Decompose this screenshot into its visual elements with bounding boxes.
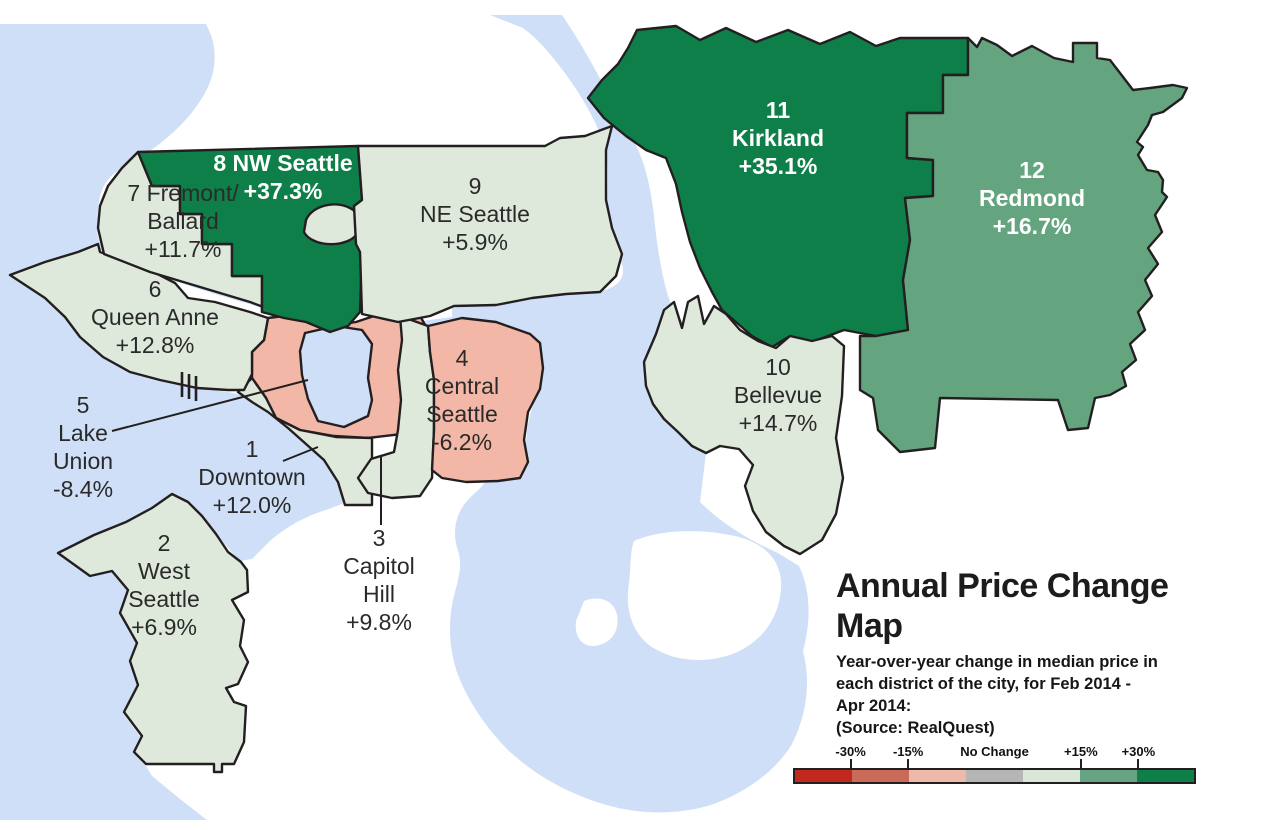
district-9-ne-seattle: [352, 124, 624, 324]
district-layer: [8, 24, 1189, 774]
legend-color-bar: [793, 768, 1196, 784]
map-source: (Source: RealQuest): [836, 718, 995, 737]
district-label-12: 12 Redmond +16.7%: [979, 157, 1085, 239]
legend-tick: [849, 759, 852, 769]
district-2-west-seattle: [56, 492, 250, 774]
map-title: Annual Price Change Map: [836, 566, 1206, 646]
district-label-3: 3 Capitol Hill +9.8%: [343, 525, 415, 635]
district-label-10: 10 Bellevue +14.7%: [734, 354, 822, 436]
title-block: Annual Price Change Map Year-over-year c…: [836, 566, 1206, 739]
district-label-6: 6 Queen Anne +12.8%: [91, 276, 219, 358]
district-label-4: 4 Central Seattle -6.2%: [425, 345, 499, 455]
district-labels: 1 Downtown +12.0% 2 West Seattle +6.9% 3 Capitol…: [53, 97, 1085, 640]
legend-label: No Change: [960, 744, 1029, 759]
district-label-2: 2 West Seattle +6.9%: [128, 530, 200, 640]
legend-label: +15%: [1064, 744, 1098, 759]
mercer-island: [627, 531, 782, 660]
legend-tick: [1137, 759, 1140, 769]
district-4-central-seattle: [426, 316, 545, 484]
annotation-layer: 1 Downtown +12.0% 2 West Seattle +6.9% 3 Capitol…: [53, 97, 1085, 640]
green-lake-enclave: [302, 203, 362, 246]
piers-marks: [180, 372, 198, 401]
puget-sound-water: [0, 24, 344, 820]
legend-segment-1: [852, 770, 909, 782]
legend-label: +30%: [1121, 744, 1156, 759]
legend-tick: [1079, 759, 1082, 769]
legend: -30% -15% No Change +15% +30%: [793, 744, 1196, 784]
legend-segment-6: [1137, 770, 1194, 782]
legend-label: -30%: [835, 744, 866, 759]
district-label-1: 1 Downtown +12.0%: [198, 436, 305, 518]
district-label-7: 7 Fremont/Ballard +11.7%: [127, 180, 239, 262]
district-label-5: 5 Lake Union -8.4%: [53, 392, 113, 502]
legend-segment-2: [909, 770, 966, 782]
legend-segment-0: [795, 770, 852, 782]
leader-line-downtown: [282, 446, 319, 462]
district-10-bellevue: [642, 294, 846, 556]
district-label-8: 8 NW Seattle +37.3%: [213, 150, 352, 204]
map-subtitle: Year-over-year change in median price in…: [836, 652, 1206, 717]
lake-union-water: [301, 324, 376, 431]
water-layer: [0, 15, 809, 820]
map-title-line-2: Map: [836, 607, 903, 646]
legend-labels: -30% -15% No Change +15% +30%: [793, 744, 1196, 769]
map-title-line-1: Annual Price Change: [836, 567, 1169, 605]
leader-line-lake-union: [111, 379, 309, 432]
seward-peninsula: [575, 598, 618, 647]
legend-segment-5: [1080, 770, 1137, 782]
map-subtitle-line-3: Apr 2014:: [836, 696, 912, 715]
map-subtitle-line-2: each district of the city, for Feb 2014 …: [836, 674, 1131, 693]
map-subtitle-line-1: Year-over-year change in median price in: [836, 653, 1158, 672]
legend-tick: [907, 759, 910, 769]
legend-segment-4: [1023, 770, 1080, 782]
district-label-11: 11 Kirkland +35.1%: [732, 97, 824, 179]
district-12-redmond: [858, 36, 1189, 454]
district-label-9: 9 NE Seattle +5.9%: [420, 173, 530, 255]
legend-segment-3: [966, 770, 1023, 782]
legend-label: -15%: [892, 744, 924, 759]
district-1-downtown: [236, 376, 374, 507]
district-6-queen-anne: [8, 242, 270, 392]
